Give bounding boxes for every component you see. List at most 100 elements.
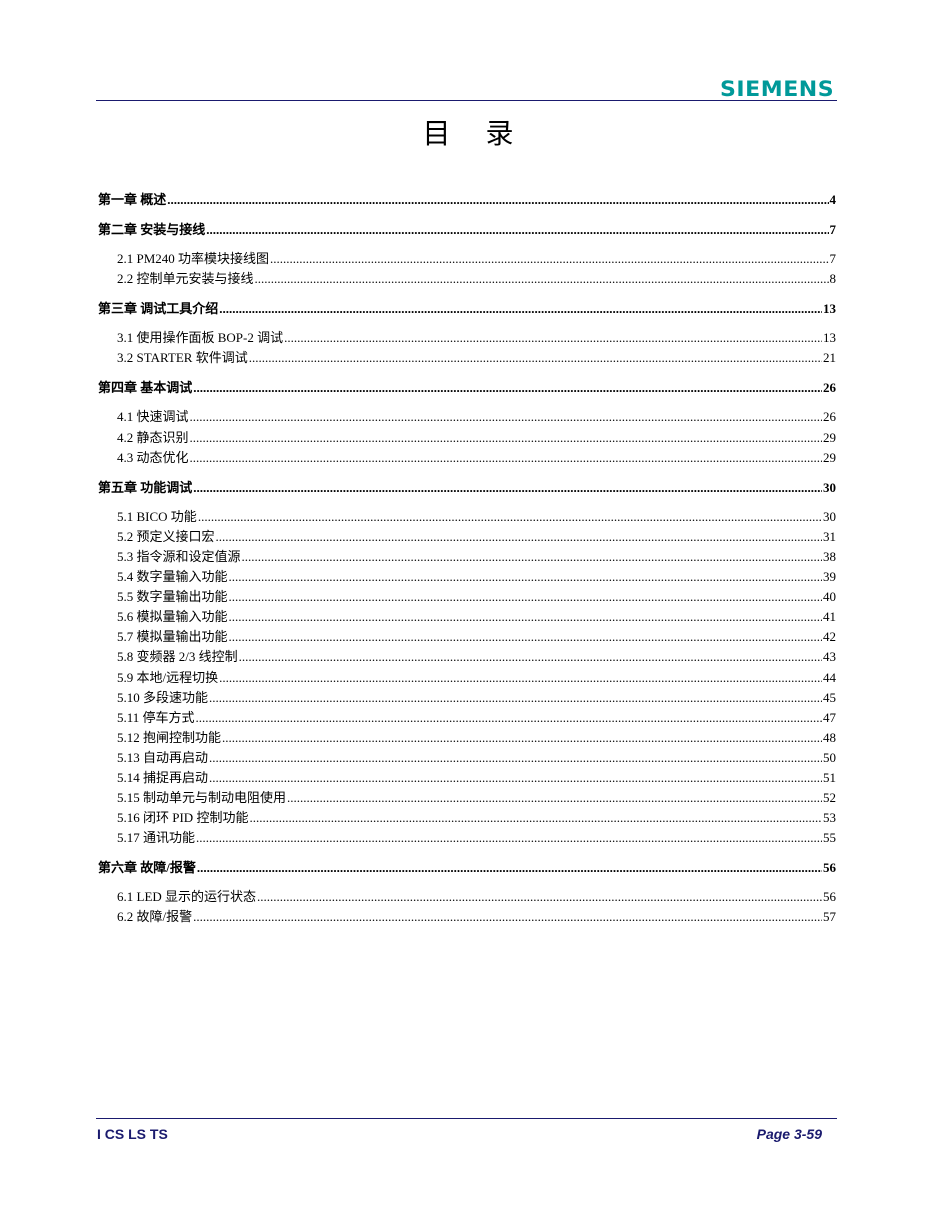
toc-entry-label: 5.12 抱闸控制功能 [117,729,222,745]
toc-entry-label: 第一章 概述 [98,192,167,207]
toc-entry-label: 2.1 PM240 功率模块接线图 [117,251,270,267]
toc-page-number: 41 [823,609,836,625]
toc-page-number: 7 [829,251,837,267]
toc-section-entry[interactable]: 3.2 STARTER 软件调试 21 [98,346,836,366]
toc-page-number: 48 [823,729,836,745]
toc-section-entry[interactable]: 5.8 变频器 2/3 线控制 43 [98,645,836,665]
footer-left: I CS LS TS [97,1126,168,1142]
toc-section-entry[interactable]: 5.9 本地/远程切换 44 [98,665,836,685]
toc-section-entry[interactable]: 5.15 制动单元与制动电阻使用 52 [98,786,836,806]
dot-leader [270,251,828,267]
dot-leader [222,730,822,746]
dot-leader [229,589,822,605]
toc-chapter-entry[interactable]: 第一章 概述 4 [98,188,836,208]
toc-entry-label: 4.2 静态识别 [117,429,189,445]
toc-page-number: 13 [823,330,836,346]
toc-section-entry[interactable]: 5.2 预定义接口宏 31 [98,525,836,545]
footer-page-number: Page 3-59 [756,1126,822,1142]
dot-leader [249,810,822,826]
toc-section-entry[interactable]: 5.14 捕捉再启动 51 [98,766,836,786]
toc-section-entry[interactable]: 4.2 静态识别 29 [98,425,836,445]
dot-leader [190,430,822,446]
toc-entry-label: 5.1 BICO 功能 [117,508,197,524]
toc-entry-label: 5.6 模拟量输入功能 [117,609,228,625]
dot-leader [229,569,822,585]
toc-entry-label: 5.4 数字量输入功能 [117,569,228,585]
toc-section-entry[interactable]: 5.10 多段速功能 45 [98,686,836,706]
toc-page-number: 7 [829,222,837,237]
toc-page-number: 50 [823,749,836,765]
toc-section-entry[interactable]: 5.13 自动再启动 50 [98,746,836,766]
dot-leader [216,529,822,545]
toc-page-number: 42 [823,629,836,645]
toc-page-number: 21 [823,350,836,366]
toc-chapter-entry[interactable]: 第五章 功能调试 30 [98,476,836,496]
toc-page-number: 53 [823,810,836,826]
toc-page-number: 30 [823,508,836,524]
toc-section-entry[interactable]: 5.7 模拟量输出功能 42 [98,625,836,645]
toc-entry-label: 3.2 STARTER 软件调试 [117,350,248,366]
toc-chapter-entry[interactable]: 第二章 安装与接线 7 [98,218,836,238]
toc-page-number: 26 [823,380,836,396]
toc-section-entry[interactable]: 5.17 通讯功能 55 [98,826,836,846]
toc-entry-label: 6.2 故障/报警 [117,909,193,925]
dot-leader [197,860,822,876]
toc-page-number: 56 [823,860,836,876]
page-title: 目 录 [422,119,528,150]
toc-page-number: 30 [823,479,836,495]
toc-section-entry[interactable]: 4.1 快速调试 26 [98,405,836,425]
toc-section-entry[interactable]: 6.2 故障/报警 57 [98,905,836,925]
dot-leader [255,271,829,287]
toc-page-number: 43 [823,649,836,665]
dot-leader [167,192,828,208]
toc-page-number: 26 [823,409,836,425]
toc-chapter-entry[interactable]: 第四章 基本调试 26 [98,376,836,396]
toc-entry-label: 5.3 指令源和设定值源 [117,548,241,564]
dot-leader [193,909,822,925]
dot-leader [190,450,822,466]
toc-section-entry[interactable]: 3.1 使用操作面板 BOP-2 调试 13 [98,326,836,346]
toc-page-number: 13 [823,301,836,317]
toc-entry-label: 4.1 快速调试 [117,409,189,425]
toc-section-entry[interactable]: 5.6 模拟量输入功能 41 [98,605,836,625]
toc-entry-label: 5.17 通讯功能 [117,830,196,846]
toc-page-number: 57 [823,909,836,925]
toc-section-entry[interactable]: 5.5 数字量输出功能 40 [98,585,836,605]
toc-chapter-entry[interactable]: 第三章 调试工具介绍 13 [98,297,836,317]
toc-entry-label: 5.13 自动再启动 [117,749,209,765]
toc-section-entry[interactable]: 5.4 数字量输入功能 39 [98,565,836,585]
toc-section-entry[interactable]: 2.2 控制单元安装与接线 8 [98,267,836,287]
toc-section-entry[interactable]: 5.3 指令源和设定值源 38 [98,545,836,565]
toc-section-entry[interactable]: 5.1 BICO 功能 30 [98,505,836,525]
dot-leader [193,480,822,496]
dot-leader [242,549,822,565]
footer-rule [96,1118,837,1119]
toc-entry-label: 5.7 模拟量输出功能 [117,629,228,645]
toc-entry-label: 第三章 调试工具介绍 [98,301,219,317]
toc-page-number: 55 [823,830,836,846]
dot-leader [249,350,822,366]
toc-page-number: 39 [823,569,836,585]
toc-section-entry[interactable]: 5.11 停车方式 47 [98,706,836,726]
toc-section-entry[interactable]: 5.12 抱闸控制功能 48 [98,726,836,746]
dot-leader [209,750,822,766]
dot-leader [198,509,822,525]
toc-entry-label: 2.2 控制单元安装与接线 [117,271,254,287]
dot-leader [196,830,822,846]
dot-leader [209,690,822,706]
dot-leader [287,790,822,806]
dot-leader [193,380,822,396]
toc-section-entry[interactable]: 2.1 PM240 功率模块接线图 7 [98,247,836,267]
toc-section-entry[interactable]: 6.1 LED 显示的运行状态 56 [98,885,836,905]
toc-entry-label: 5.5 数字量输出功能 [117,589,228,605]
toc-entry-label: 第六章 故障/报警 [98,860,196,876]
dot-leader [229,629,822,645]
toc-entry-label: 第五章 功能调试 [98,479,193,495]
toc-section-entry[interactable]: 4.3 动态优化 29 [98,446,836,466]
toc-entry-label: 3.1 使用操作面板 BOP-2 调试 [117,330,284,346]
toc-entry-label: 第二章 安装与接线 [98,222,206,237]
toc-entry-label: 5.15 制动单元与制动电阻使用 [117,790,287,806]
toc-page-number: 40 [823,589,836,605]
toc-section-entry[interactable]: 5.16 闭环 PID 控制功能 53 [98,806,836,826]
toc-chapter-entry[interactable]: 第六章 故障/报警 56 [98,856,836,876]
